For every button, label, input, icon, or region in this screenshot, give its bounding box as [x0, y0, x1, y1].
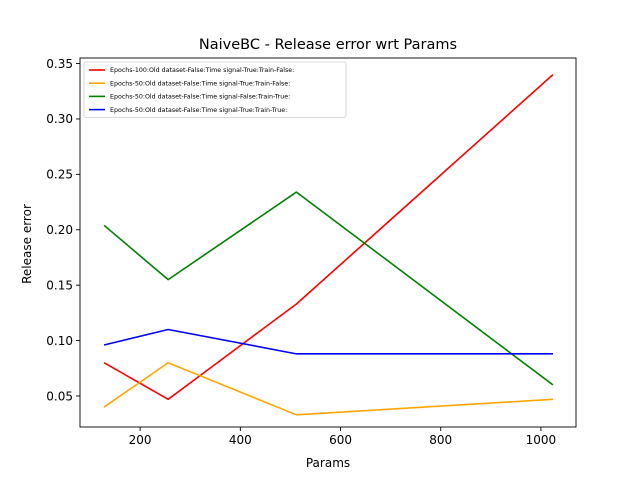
x-tick-label: 1000	[526, 433, 557, 447]
x-tick-label: 800	[429, 433, 452, 447]
legend-entry-4: Epochs-50:Old dataset-False:Time signal-…	[110, 107, 287, 114]
series-line-1	[103, 74, 554, 401]
legend-box	[83, 61, 347, 118]
plot-frame	[79, 57, 577, 428]
y-tick-label: 0.05	[46, 389, 73, 403]
x-tick-label: 600	[329, 433, 352, 447]
y-tick-label: 0.30	[46, 112, 73, 126]
y-tick-label: 0.15	[46, 278, 73, 292]
plot-area: 200 400 600 800 1000 0.05 0.10 0.15 0.20 0.25 0.30…	[46, 57, 577, 447]
x-tick-label: 400	[229, 433, 252, 447]
series-line-2	[103, 361, 553, 416]
x-tick-label: 200	[129, 433, 152, 447]
y-axis-label: Release error	[20, 204, 34, 284]
y-tick-label: 0.35	[46, 57, 73, 71]
legend: Epochs-100:Old dataset-False:Time signal…	[83, 61, 347, 118]
series-line-3	[103, 191, 554, 386]
legend-entry-2: Epochs-50:Old dataset-False:Time signal-…	[110, 80, 290, 87]
legend-entry-1: Epochs-100:Old dataset-False:Time signal…	[110, 67, 294, 74]
y-tick-label: 0.20	[46, 223, 73, 237]
series-line-4	[103, 328, 553, 355]
x-axis-label: Params	[306, 456, 350, 470]
legend-entry-3: Epochs-50:Old dataset-False:Time signal-…	[110, 94, 290, 101]
y-tick-label: 0.25	[46, 168, 73, 182]
y-tick-label: 0.10	[46, 334, 73, 348]
chart-title: NaiveBC - Release error wrt Params	[199, 37, 457, 53]
